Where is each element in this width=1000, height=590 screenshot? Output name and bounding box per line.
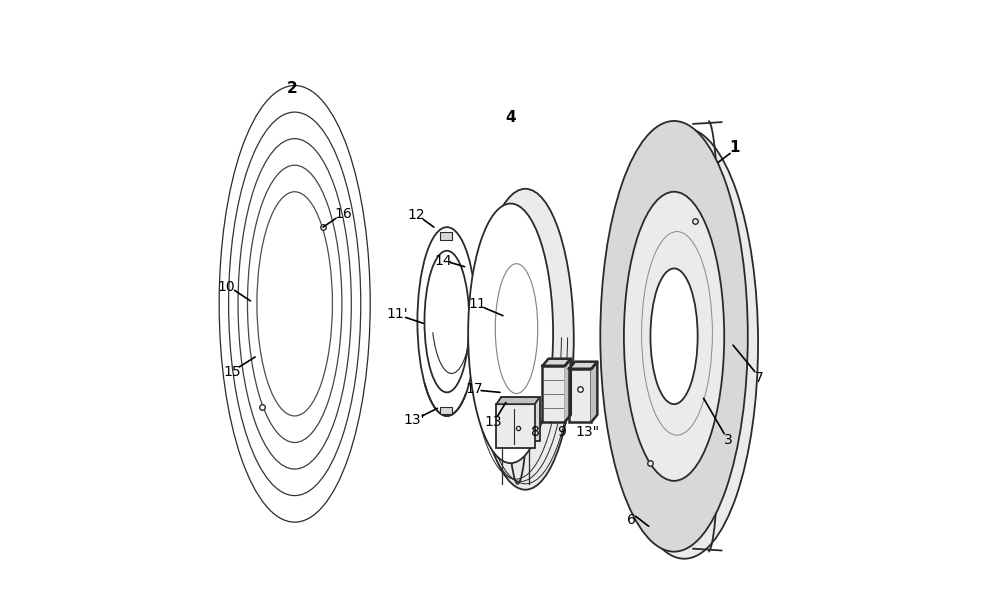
- Bar: [440, 232, 452, 240]
- Text: 3: 3: [724, 432, 733, 447]
- Text: 14: 14: [435, 254, 452, 268]
- Text: 12: 12: [407, 208, 425, 222]
- Bar: [440, 407, 452, 414]
- Polygon shape: [542, 359, 571, 366]
- Text: 16: 16: [334, 206, 352, 221]
- Text: 2: 2: [287, 81, 298, 96]
- Ellipse shape: [424, 251, 469, 392]
- Text: 13: 13: [485, 415, 502, 429]
- Bar: [501, 397, 540, 441]
- Text: 1: 1: [730, 140, 740, 155]
- Text: 9: 9: [558, 425, 566, 440]
- Ellipse shape: [468, 204, 553, 463]
- Ellipse shape: [650, 268, 698, 404]
- Ellipse shape: [477, 189, 574, 490]
- Polygon shape: [591, 362, 597, 422]
- Text: 10: 10: [217, 280, 235, 294]
- Polygon shape: [569, 362, 597, 369]
- Text: 15: 15: [223, 365, 241, 379]
- Bar: [542, 366, 565, 422]
- Text: 8: 8: [531, 425, 540, 440]
- Bar: [496, 404, 535, 448]
- Text: 13': 13': [403, 413, 425, 427]
- Text: 17: 17: [466, 382, 483, 396]
- Bar: [569, 369, 591, 422]
- Text: 11: 11: [469, 297, 486, 312]
- Text: 11': 11': [387, 307, 408, 321]
- Text: 6: 6: [627, 513, 635, 527]
- Ellipse shape: [624, 192, 724, 481]
- Polygon shape: [496, 397, 540, 404]
- Ellipse shape: [417, 227, 476, 416]
- Ellipse shape: [600, 121, 748, 552]
- Ellipse shape: [611, 128, 758, 559]
- Polygon shape: [565, 359, 571, 422]
- Text: 13": 13": [575, 425, 599, 440]
- Text: 4: 4: [505, 110, 516, 126]
- Text: 7: 7: [755, 371, 764, 385]
